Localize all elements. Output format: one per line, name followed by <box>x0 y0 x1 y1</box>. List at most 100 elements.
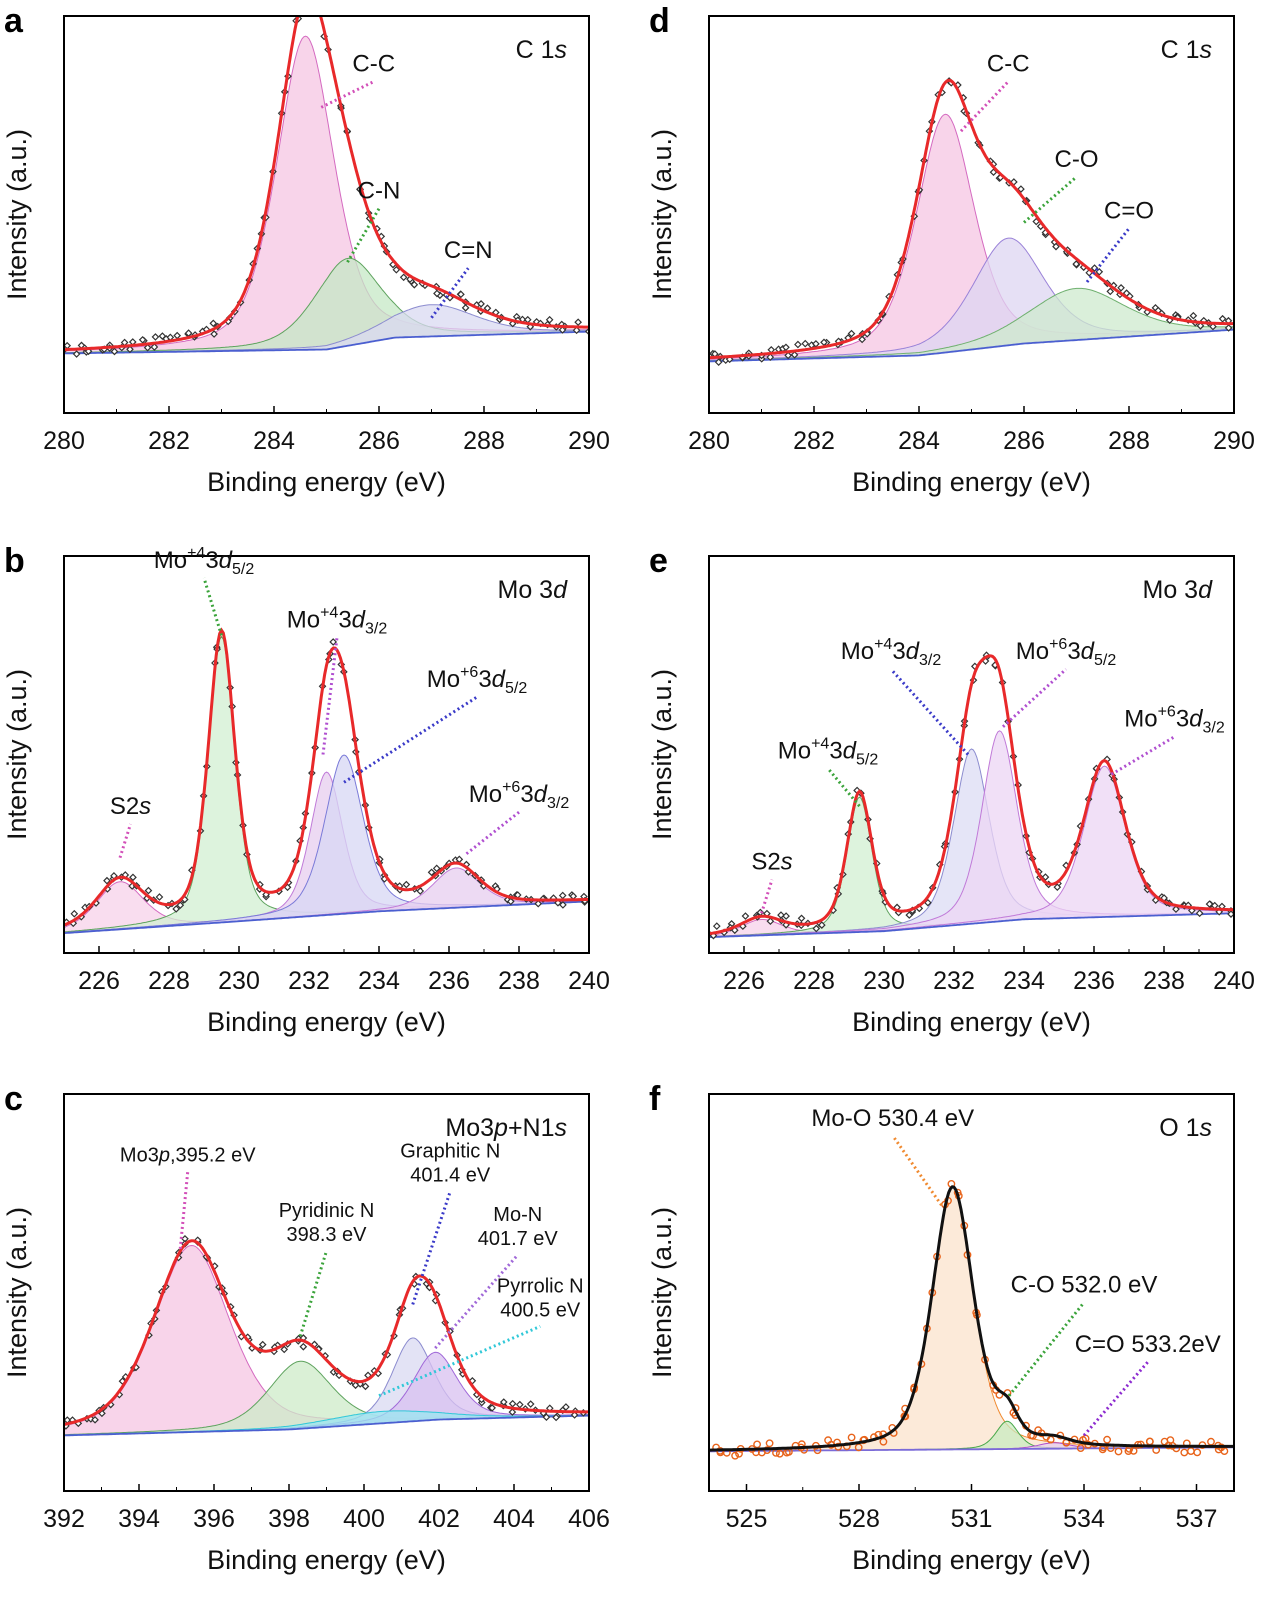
x-tick-label: 240 <box>1213 967 1255 995</box>
data-point <box>1106 287 1115 296</box>
x-tick-label: 290 <box>568 427 610 455</box>
data-point <box>166 333 175 342</box>
data-point <box>1218 314 1227 323</box>
data-point <box>574 318 583 327</box>
core-level-label: Mo3p+N1s <box>445 1114 567 1142</box>
x-tick-label: 525 <box>726 1505 768 1533</box>
data-point <box>766 917 775 926</box>
panel-b: b 226 228 230 232 234 236 238 240 Binding energy … <box>2 542 610 1037</box>
data-point <box>790 350 799 359</box>
data-point <box>151 333 160 341</box>
data-point <box>506 897 515 906</box>
annotation-leader <box>465 810 520 855</box>
x-tick-label: 240 <box>568 967 610 995</box>
data-point <box>351 1381 360 1390</box>
data-point <box>361 1382 370 1391</box>
plot-area <box>709 1180 1234 1460</box>
x-tick-label: 228 <box>793 967 835 995</box>
annotation-leader <box>1085 227 1131 283</box>
panel-letter: a <box>4 2 24 40</box>
data-point <box>402 880 411 889</box>
data-point <box>1207 1437 1215 1446</box>
annotation-leader <box>1001 668 1068 728</box>
x-tick-label: 238 <box>1143 967 1185 995</box>
data-point <box>545 315 554 324</box>
data-point <box>129 873 137 882</box>
panel-letter: f <box>649 1080 661 1118</box>
annotation-label: Mo+43d3/2 <box>287 604 388 637</box>
y-axis-title: Intensity (a.u.) <box>647 669 677 840</box>
data-point <box>1103 1435 1112 1444</box>
background-line <box>709 1446 1234 1453</box>
data-point <box>1090 264 1099 272</box>
data-point <box>775 1449 784 1458</box>
data-point <box>797 914 806 923</box>
annotation-label: Mo-N <box>493 1204 542 1226</box>
annotation-label: C-O 532.0 eV <box>1011 1272 1158 1299</box>
data-point <box>712 922 721 930</box>
data-point <box>488 1404 496 1412</box>
x-tick-label: 228 <box>148 967 190 995</box>
data-point <box>126 345 134 354</box>
data-point <box>91 1415 99 1424</box>
data-point <box>847 329 856 338</box>
x-tick-label: 284 <box>253 427 295 455</box>
annotation-label: S2s <box>110 793 151 820</box>
x-tick-label: 232 <box>288 967 330 995</box>
annotation-label: C-C <box>352 51 395 78</box>
data-point <box>72 350 81 358</box>
plot-area <box>64 1234 589 1437</box>
data-point <box>181 1234 189 1243</box>
x-tick-label: 232 <box>933 967 975 995</box>
annotation-label: Mo+63d3/2 <box>1124 704 1225 737</box>
data-point <box>782 343 790 352</box>
data-point <box>523 315 532 324</box>
x-tick-label: 392 <box>43 1505 85 1533</box>
data-point <box>138 335 147 344</box>
annotation-leader <box>298 1250 328 1337</box>
annotation-label: 401.7 eV <box>478 1228 559 1250</box>
x-tick-label: 398 <box>268 1505 310 1533</box>
x-tick-label: 534 <box>1063 1505 1105 1533</box>
x-tick-label: 236 <box>1073 967 1115 995</box>
annotation-label: C=N <box>444 237 493 264</box>
x-tick-label: 226 <box>723 967 765 995</box>
x-tick-label: 230 <box>863 967 905 995</box>
annotation-label: Mo+43d5/2 <box>778 735 879 768</box>
data-point <box>1041 873 1050 881</box>
data-point <box>461 303 470 312</box>
annotation-leader <box>1082 1361 1149 1437</box>
data-point <box>741 912 750 920</box>
data-point <box>172 905 181 913</box>
annotation-label: Pyridinic N <box>279 1200 375 1222</box>
annotation-leader <box>378 1324 541 1398</box>
data-point <box>817 921 826 929</box>
annotation-label: 398.3 eV <box>286 1224 367 1246</box>
data-point <box>110 872 118 880</box>
annotation-label: Mo+63d5/2 <box>1016 636 1117 669</box>
annotation-label: Mo-O 530.4 eV <box>811 1105 974 1132</box>
data-point <box>794 340 802 349</box>
x-tick-label: 226 <box>78 967 120 995</box>
x-axis-title: Binding energy (eV) <box>852 1545 1091 1575</box>
data-point <box>1195 909 1204 918</box>
x-tick-label: 286 <box>1003 427 1045 455</box>
data-point <box>1017 185 1025 193</box>
x-tick-label: 284 <box>898 427 940 455</box>
data-point <box>1072 260 1081 268</box>
data-point <box>552 1413 560 1422</box>
data-point <box>1117 283 1125 292</box>
annotation-label: Mo+43d3/2 <box>841 636 942 669</box>
y-axis-title: Intensity (a.u.) <box>2 129 32 300</box>
data-point <box>483 304 492 313</box>
x-tick-label: 531 <box>951 1505 993 1533</box>
data-point <box>558 891 567 900</box>
annotation-leader <box>343 695 478 784</box>
fit-envelope <box>64 627 589 927</box>
annotation-leader <box>118 823 132 859</box>
x-axis-title: Binding energy (eV) <box>207 1007 446 1037</box>
data-point <box>297 16 299 17</box>
data-point <box>879 1437 888 1446</box>
data-point <box>455 855 464 864</box>
